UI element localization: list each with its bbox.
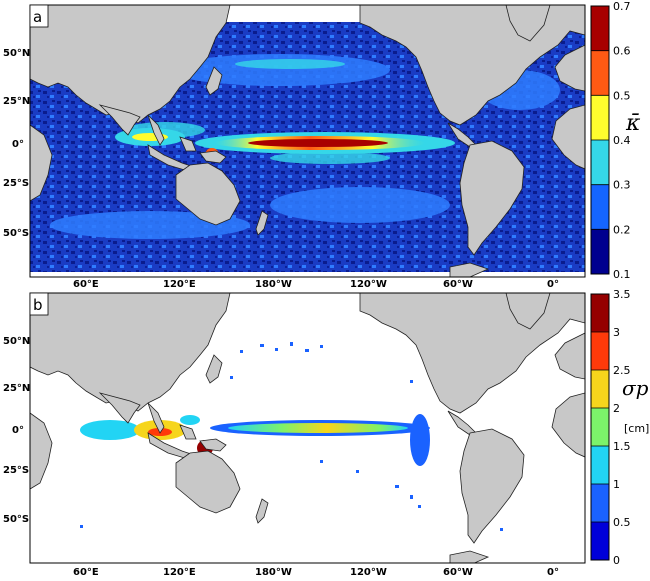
colorbar-tick-label: 0.4 — [613, 134, 631, 147]
lon-tick-120w: 120°W — [350, 567, 387, 578]
panel-b: b 50°N 25°N 0° 25°S 50°S 60°E 120°E 180°… — [3, 288, 649, 578]
colorbar-segment — [591, 6, 609, 51]
panel-b-variable-symbol: σp — [622, 376, 649, 400]
lon-tick-60e: 60°E — [73, 567, 99, 578]
lon-tick-120e: 120°E — [163, 279, 196, 290]
lat-tick-50s: 50°S — [3, 514, 29, 525]
colorbar-segment — [591, 370, 609, 408]
colorbar-tick-label: 0.1 — [613, 268, 631, 281]
colorbar-tick-label: 0.7 — [613, 0, 631, 13]
panel-b-label: b — [33, 296, 43, 314]
panel-a-lon-ticks: 60°E 120°E 180°W 120°W 60°W 0° — [73, 279, 559, 290]
colorbar-tick-label: 2.5 — [613, 364, 631, 377]
lat-tick-50n: 50°N — [3, 336, 30, 347]
panel-a-map — [30, 5, 585, 277]
colorbar-segment — [591, 408, 609, 446]
colorbar-segment — [591, 332, 609, 370]
colorbar-segment — [591, 229, 609, 274]
panel-a-label: a — [33, 8, 42, 26]
lon-tick-120e: 120°E — [163, 567, 196, 578]
lon-tick-0: 0° — [547, 279, 559, 290]
colorbar-tick-label: 0.5 — [613, 89, 631, 102]
lat-tick-50n: 50°N — [3, 48, 30, 59]
colorbar-tick-label: 0.6 — [613, 45, 631, 58]
lat-tick-0: 0° — [12, 139, 24, 150]
lon-tick-180w: 180°W — [255, 567, 292, 578]
panel-b-lat-ticks: 50°N 25°N 0° 25°S 50°S — [3, 336, 30, 525]
colorbar-segment — [591, 522, 609, 560]
colorbar-tick-label: 1.5 — [613, 440, 631, 453]
panel-b-map — [30, 293, 585, 563]
colorbar-tick-label: 2 — [613, 402, 620, 415]
panel-b-equatorial-band — [80, 414, 430, 466]
panel-a-colorbar: 0.1 0.2 0.3 0.4 0.5 0.6 0.7 — [590, 0, 631, 281]
lon-tick-60e: 60°E — [73, 279, 99, 290]
lon-tick-60w: 60°W — [443, 567, 473, 578]
lon-tick-120w: 120°W — [350, 279, 387, 290]
lon-tick-0: 0° — [547, 567, 559, 578]
colorbar-segment — [591, 184, 609, 230]
lat-tick-50s: 50°S — [3, 228, 29, 239]
colorbar-tick-label: 0.5 — [613, 516, 631, 529]
lat-tick-0: 0° — [12, 425, 24, 436]
colorbar-segment — [591, 294, 609, 332]
lat-tick-25s: 25°S — [3, 465, 29, 476]
colorbar-tick-label: 0 — [613, 554, 620, 567]
panel-b-lon-ticks: 60°E 120°E 180°W 120°W 60°W 0° — [73, 567, 559, 578]
colorbar-segment — [591, 50, 609, 96]
colorbar-segment — [591, 484, 609, 522]
colorbar-tick-label: 1 — [613, 478, 620, 491]
colorbar-segment — [591, 446, 609, 484]
panel-a-variable-symbol: κ̄ — [625, 111, 641, 136]
panel-a-frame — [29, 4, 586, 278]
panel-b-frame — [29, 292, 586, 564]
lat-tick-25n: 25°N — [3, 383, 30, 394]
panel-b-colorbar: 0 0.5 1 1.5 2 2.5 3 3.5 — [590, 288, 631, 567]
lon-tick-180w: 180°W — [255, 279, 292, 290]
colorbar-tick-label: 3 — [613, 326, 620, 339]
lon-tick-60w: 60°W — [443, 279, 473, 290]
colorbar-tick-label: 3.5 — [613, 288, 631, 301]
lat-tick-25n: 25°N — [3, 96, 30, 107]
panel-a-lat-ticks: 50°N 25°N 0° 25°S 50°S — [3, 48, 30, 239]
colorbar-tick-label: 0.2 — [613, 223, 631, 236]
lat-tick-25s: 25°S — [3, 178, 29, 189]
colorbar-segment — [591, 95, 609, 140]
panel-b-units: [cm] — [624, 422, 649, 435]
colorbar-tick-label: 0.3 — [613, 179, 631, 192]
panel-b-scatter — [80, 342, 503, 531]
panel-a: a 50°N 25°N 0° 25°S 50°S 60°E 120°E 180°… — [3, 0, 641, 290]
colorbar-segment — [591, 140, 609, 185]
